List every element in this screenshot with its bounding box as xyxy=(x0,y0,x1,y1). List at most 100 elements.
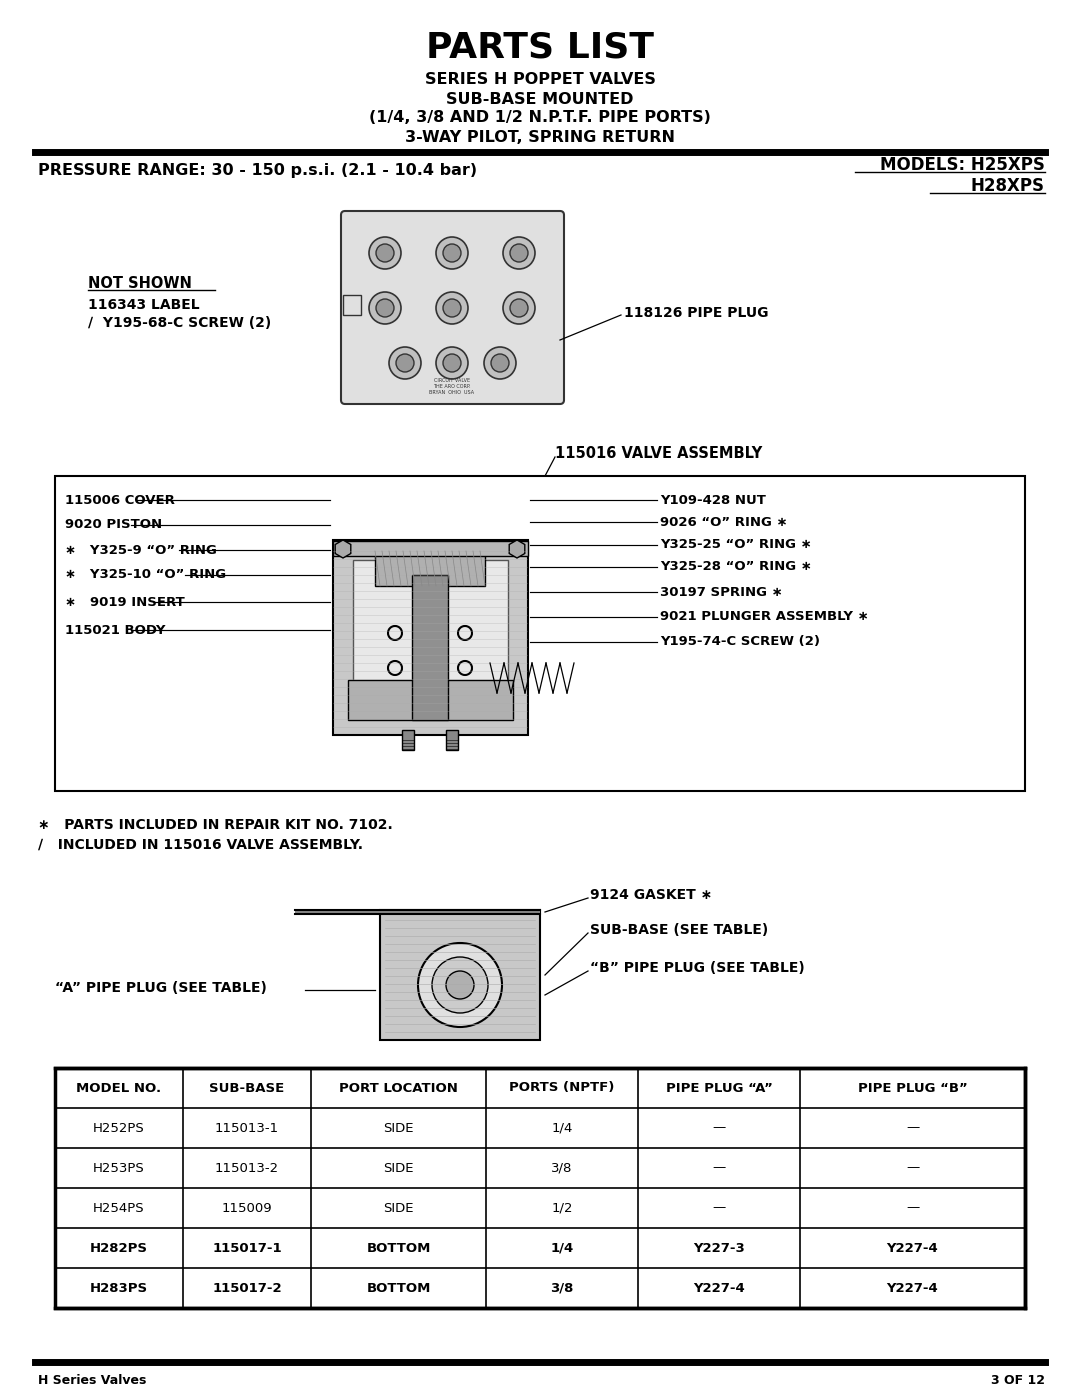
Circle shape xyxy=(510,244,528,263)
Circle shape xyxy=(484,346,516,379)
Bar xyxy=(411,576,448,719)
Text: Y325-25 “O” RING ∗: Y325-25 “O” RING ∗ xyxy=(660,538,812,552)
Text: 115013-1: 115013-1 xyxy=(215,1122,279,1134)
Text: 1/4: 1/4 xyxy=(551,1122,572,1134)
Text: NOT SHOWN: NOT SHOWN xyxy=(87,275,192,291)
Text: 115006 COVER: 115006 COVER xyxy=(65,493,175,507)
Circle shape xyxy=(436,292,468,324)
Text: Y227-3: Y227-3 xyxy=(693,1242,745,1255)
Text: 116343 LABEL: 116343 LABEL xyxy=(87,298,200,312)
Text: SUB-BASE: SUB-BASE xyxy=(210,1081,285,1094)
Circle shape xyxy=(432,957,488,1013)
Text: BOTTOM: BOTTOM xyxy=(366,1281,431,1295)
Text: —: — xyxy=(713,1122,726,1134)
Text: 3/8: 3/8 xyxy=(551,1281,573,1295)
Text: H254PS: H254PS xyxy=(93,1201,145,1214)
Text: 1/2: 1/2 xyxy=(551,1201,572,1214)
Text: 9026 “O” RING ∗: 9026 “O” RING ∗ xyxy=(660,515,787,528)
Text: “B” PIPE PLUG (SEE TABLE): “B” PIPE PLUG (SEE TABLE) xyxy=(590,961,805,975)
Bar xyxy=(55,476,1025,791)
Text: Y227-4: Y227-4 xyxy=(887,1281,939,1295)
Text: 115009: 115009 xyxy=(221,1201,272,1214)
Circle shape xyxy=(510,299,528,317)
Text: SIDE: SIDE xyxy=(383,1122,414,1134)
Bar xyxy=(333,541,528,556)
Text: —: — xyxy=(713,1161,726,1175)
Circle shape xyxy=(376,299,394,317)
Circle shape xyxy=(436,346,468,379)
Bar xyxy=(402,731,414,750)
Text: —: — xyxy=(713,1201,726,1214)
Text: H283PS: H283PS xyxy=(90,1281,148,1295)
Text: H253PS: H253PS xyxy=(93,1161,145,1175)
Text: 30197 SPRING ∗: 30197 SPRING ∗ xyxy=(660,585,783,598)
Circle shape xyxy=(376,244,394,263)
Circle shape xyxy=(389,346,421,379)
Circle shape xyxy=(418,943,502,1027)
Text: SIDE: SIDE xyxy=(383,1161,414,1175)
Bar xyxy=(353,560,508,715)
Text: ∕   INCLUDED IN 115016 VALVE ASSEMBLY.: ∕ INCLUDED IN 115016 VALVE ASSEMBLY. xyxy=(38,838,363,852)
Text: 3-WAY PILOT, SPRING RETURN: 3-WAY PILOT, SPRING RETURN xyxy=(405,130,675,144)
Text: MODELS: H25XPS: MODELS: H25XPS xyxy=(880,156,1045,175)
Circle shape xyxy=(443,244,461,263)
Circle shape xyxy=(369,292,401,324)
Text: H28XPS: H28XPS xyxy=(971,177,1045,196)
Text: SERIES H POPPET VALVES: SERIES H POPPET VALVES xyxy=(424,73,656,88)
Bar xyxy=(375,550,485,585)
Circle shape xyxy=(491,353,509,372)
Bar xyxy=(380,909,540,1039)
Text: PARTS LIST: PARTS LIST xyxy=(426,31,654,66)
Text: 115016 VALVE ASSEMBLY: 115016 VALVE ASSEMBLY xyxy=(555,446,762,461)
Text: PORTS (NPTF): PORTS (NPTF) xyxy=(510,1081,615,1094)
Text: Y325-28 “O” RING ∗: Y325-28 “O” RING ∗ xyxy=(660,560,812,574)
Bar xyxy=(446,731,458,750)
Text: ∗   Y325-9 “O” RING: ∗ Y325-9 “O” RING xyxy=(65,543,217,556)
Text: 115013-2: 115013-2 xyxy=(215,1161,279,1175)
Text: 9021 PLUNGER ASSEMBLY ∗: 9021 PLUNGER ASSEMBLY ∗ xyxy=(660,610,868,623)
Text: 115017-1: 115017-1 xyxy=(212,1242,282,1255)
Circle shape xyxy=(446,971,474,999)
Text: H282PS: H282PS xyxy=(90,1242,148,1255)
Circle shape xyxy=(443,299,461,317)
Text: PRESSURE RANGE: 30 - 150 p.s.i. (2.1 - 10.4 bar): PRESSURE RANGE: 30 - 150 p.s.i. (2.1 - 1… xyxy=(38,162,477,177)
Text: SUB-BASE (SEE TABLE): SUB-BASE (SEE TABLE) xyxy=(590,923,768,937)
Text: —: — xyxy=(906,1161,919,1175)
Text: PIPE PLUG “B”: PIPE PLUG “B” xyxy=(858,1081,968,1094)
Circle shape xyxy=(503,292,535,324)
Bar xyxy=(55,1067,1025,1308)
FancyBboxPatch shape xyxy=(341,211,564,404)
Text: 118126 PIPE PLUG: 118126 PIPE PLUG xyxy=(624,306,769,320)
Text: Y195-74-C SCREW (2): Y195-74-C SCREW (2) xyxy=(660,636,820,648)
Bar xyxy=(333,541,528,735)
Text: “A” PIPE PLUG (SEE TABLE): “A” PIPE PLUG (SEE TABLE) xyxy=(55,981,267,995)
Circle shape xyxy=(369,237,401,270)
Text: Y227-4: Y227-4 xyxy=(887,1242,939,1255)
Bar xyxy=(295,909,540,914)
Text: H252PS: H252PS xyxy=(93,1122,145,1134)
Bar xyxy=(348,680,513,719)
Circle shape xyxy=(443,353,461,372)
Bar xyxy=(343,295,361,314)
Text: 3/8: 3/8 xyxy=(551,1161,572,1175)
Circle shape xyxy=(503,237,535,270)
Text: —: — xyxy=(906,1201,919,1214)
Circle shape xyxy=(436,237,468,270)
Text: BOTTOM: BOTTOM xyxy=(366,1242,431,1255)
Text: 3 OF 12: 3 OF 12 xyxy=(991,1373,1045,1386)
Text: CIRCUIT VALVE: CIRCUIT VALVE xyxy=(434,377,470,383)
Text: 9124 GASKET ∗: 9124 GASKET ∗ xyxy=(590,888,712,902)
Text: 115021 BODY: 115021 BODY xyxy=(65,623,165,637)
Text: ∕  Y195-68-C SCREW (2): ∕ Y195-68-C SCREW (2) xyxy=(87,316,271,330)
Text: 1/4: 1/4 xyxy=(551,1242,573,1255)
Text: ∗   PARTS INCLUDED IN REPAIR KIT NO. 7102.: ∗ PARTS INCLUDED IN REPAIR KIT NO. 7102. xyxy=(38,819,393,833)
Text: MODEL NO.: MODEL NO. xyxy=(77,1081,162,1094)
Text: 115017-2: 115017-2 xyxy=(212,1281,282,1295)
Text: ∗   Y325-10 “O” RING: ∗ Y325-10 “O” RING xyxy=(65,569,226,581)
Text: SUB-BASE MOUNTED: SUB-BASE MOUNTED xyxy=(446,91,634,106)
Text: SIDE: SIDE xyxy=(383,1201,414,1214)
Text: BRYAN  OHIO  USA: BRYAN OHIO USA xyxy=(430,390,474,394)
Text: ∗   9019 INSERT: ∗ 9019 INSERT xyxy=(65,595,185,609)
Text: THE ARO CORP.: THE ARO CORP. xyxy=(433,384,471,388)
Text: PORT LOCATION: PORT LOCATION xyxy=(339,1081,458,1094)
